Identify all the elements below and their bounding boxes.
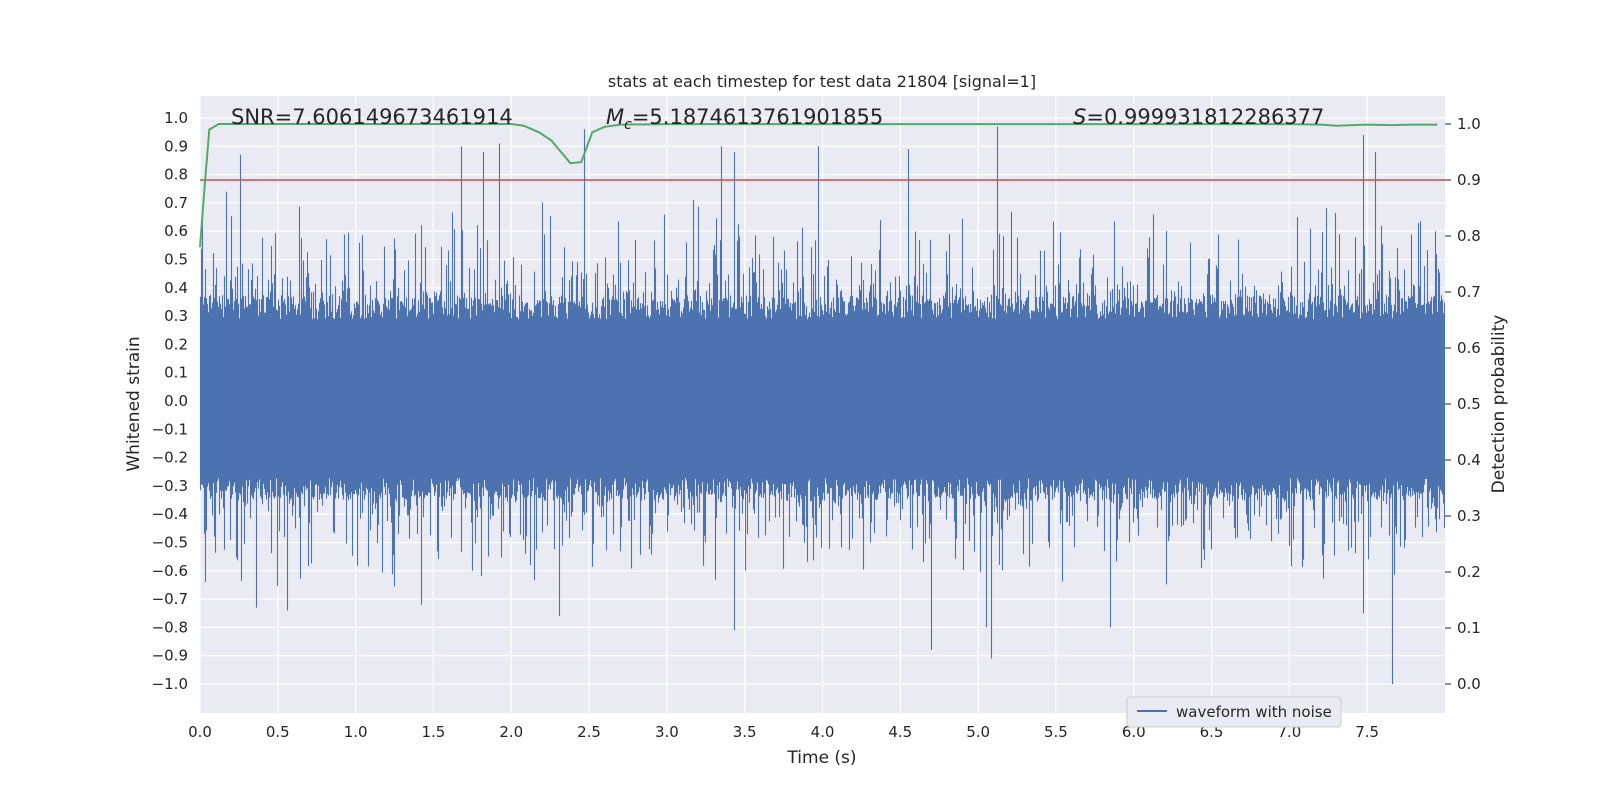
y-left-tick-label: −0.5 xyxy=(152,534,188,552)
y-right-tick-label: 0.0 xyxy=(1457,675,1481,693)
x-tick-label: 1.5 xyxy=(422,723,446,741)
chirp-mass-symbol: M xyxy=(606,105,624,129)
detection-probability-line xyxy=(199,123,1438,248)
y-right-tick-label: 0.4 xyxy=(1457,451,1481,469)
y-left-tick-label: 0.2 xyxy=(164,335,188,353)
y-left-tick-label: −0.7 xyxy=(152,590,188,608)
y-left-tick-label: 0.4 xyxy=(164,279,188,297)
y-left-tick-label: −0.1 xyxy=(152,420,188,438)
y-left-tick-label: 1.0 xyxy=(164,109,188,127)
chirp-mass-subscript: c xyxy=(624,117,632,133)
x-tick-label: 5.5 xyxy=(1044,723,1068,741)
y-right-tick-label: 0.7 xyxy=(1457,283,1481,301)
s-value: =0.999931812286377 xyxy=(1086,105,1324,129)
x-tick-label: 4.5 xyxy=(888,723,912,741)
chirp-mass-annotation: Mc=5.1874613761901855 xyxy=(606,105,883,133)
y-left-tick-label: −0.3 xyxy=(152,477,188,495)
x-tick-label: 0.0 xyxy=(188,723,212,741)
y-right-tick-label: 0.8 xyxy=(1457,227,1481,245)
waveform-series xyxy=(199,126,1446,684)
x-tick-label: 3.0 xyxy=(655,723,679,741)
y-right-tick-label: 1.0 xyxy=(1457,115,1481,133)
y-left-tick-label: 0.3 xyxy=(164,307,188,325)
x-tick-label: 7.5 xyxy=(1355,723,1379,741)
y-left-tick-label: −0.9 xyxy=(152,647,188,665)
y-left-tick-label: −0.4 xyxy=(152,505,188,523)
x-tick-label: 2.5 xyxy=(577,723,601,741)
x-tick-label: 4.0 xyxy=(811,723,835,741)
y-left-tick-label: 0.0 xyxy=(164,392,188,410)
y-left-tick-label: −1.0 xyxy=(152,675,188,693)
y-right-axis-ticks: 1.0 0.9 0.8 0.7 0.6 0.5 0.4 0.3 0.2 0.1 0.0 xyxy=(1445,115,1481,693)
waveform-trace xyxy=(199,126,1446,684)
y-right-tick-label: 0.5 xyxy=(1457,395,1481,413)
chirp-mass-value: =5.1874613761901855 xyxy=(632,105,883,129)
y-right-tick-label: 0.3 xyxy=(1457,507,1481,525)
x-tick-label: 2.0 xyxy=(499,723,523,741)
chart-title: stats at each timestep for test data 218… xyxy=(608,72,1036,91)
legend-box xyxy=(1126,696,1342,728)
x-tick-label: 0.5 xyxy=(266,723,290,741)
y-left-tick-label: −0.2 xyxy=(152,449,188,467)
snr-annotation: SNR=7.606149673461914 xyxy=(231,105,513,129)
y-right-tick-label: 0.1 xyxy=(1457,619,1481,637)
y-left-tick-label: −0.6 xyxy=(152,562,188,580)
x-axis-label: Time (s) xyxy=(786,748,856,768)
y-left-tick-label: 0.9 xyxy=(164,137,188,155)
y-left-axis-label: Whitened strain xyxy=(124,336,144,471)
x-tick-label: 3.5 xyxy=(733,723,757,741)
y-right-axis-label: Detection probability xyxy=(1489,315,1509,494)
x-tick-label: 5.0 xyxy=(966,723,990,741)
legend-label: waveform with noise xyxy=(1176,703,1332,721)
y-left-tick-label: 0.5 xyxy=(164,251,188,269)
s-symbol: S xyxy=(1073,105,1086,129)
y-right-tick-label: 0.6 xyxy=(1457,339,1481,357)
y-left-tick-label: 0.6 xyxy=(164,222,188,240)
y-left-tick-label: 0.7 xyxy=(164,194,188,212)
y-right-tick-label: 0.9 xyxy=(1457,171,1481,189)
y-left-axis-ticks: 1.0 0.9 0.8 0.7 0.6 0.5 0.4 0.3 0.2 0.1 0.0 −0.1 −0.… xyxy=(152,109,188,693)
y-right-tick-label: 0.2 xyxy=(1457,563,1481,581)
y-left-tick-label: 0.1 xyxy=(164,364,188,382)
legend: waveform with noise xyxy=(1126,696,1342,728)
x-tick-label: 1.0 xyxy=(344,723,368,741)
y-left-tick-label: −0.8 xyxy=(152,618,188,636)
y-left-tick-label: 0.8 xyxy=(164,166,188,184)
s-annotation: S=0.999931812286377 xyxy=(1073,105,1324,129)
